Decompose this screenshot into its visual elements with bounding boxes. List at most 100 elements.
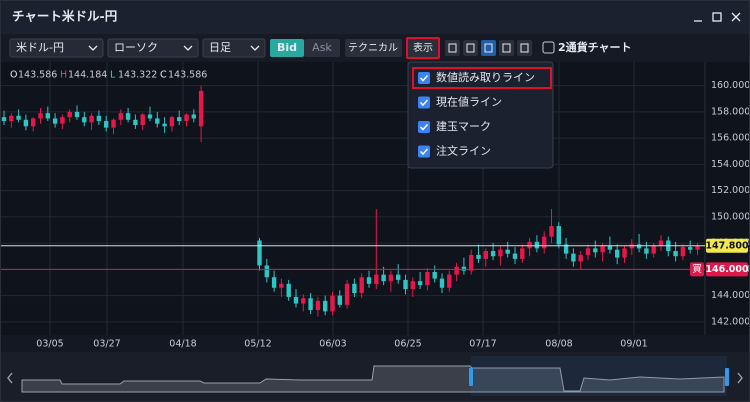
candle-body xyxy=(177,117,182,122)
position-price-tag xyxy=(706,262,748,277)
menu-checkbox[interactable] xyxy=(418,145,430,158)
menu-highlight xyxy=(412,67,552,89)
dropdown[interactable] xyxy=(202,38,266,58)
chevron xyxy=(250,45,260,51)
menu-checkbox[interactable] xyxy=(418,72,430,84)
candle-body xyxy=(96,115,102,122)
bid-button[interactable] xyxy=(270,39,304,57)
candle-body xyxy=(512,253,518,259)
current-price-tag xyxy=(706,238,748,253)
candle-body xyxy=(629,244,634,249)
candle-body xyxy=(155,118,160,124)
candle-body xyxy=(9,115,14,122)
candle-body xyxy=(118,113,123,120)
candle-body xyxy=(695,245,700,250)
tool-icon[interactable] xyxy=(517,40,532,56)
chevron xyxy=(88,45,98,51)
display-button[interactable] xyxy=(406,37,440,59)
date-label: 06/25 xyxy=(394,339,421,350)
candle-body xyxy=(388,274,394,282)
position-side: 買 xyxy=(692,264,702,275)
candle-body xyxy=(31,118,36,127)
candle-body xyxy=(542,236,547,249)
technical-button[interactable] xyxy=(345,39,402,57)
title-bar xyxy=(0,0,750,34)
candle-body xyxy=(286,283,291,297)
candle-body xyxy=(67,111,72,118)
candle-body xyxy=(636,244,642,249)
candle-body xyxy=(52,118,58,124)
window-title: チャート xyxy=(12,9,62,24)
date-label: 09/01 xyxy=(620,339,647,350)
candle-body xyxy=(600,245,605,253)
candle-body xyxy=(271,277,277,288)
window-controls[interactable] xyxy=(694,12,741,22)
date-axis xyxy=(0,335,750,352)
candle-body xyxy=(344,283,350,305)
candle-body xyxy=(476,254,481,259)
ohlc-value: 143.586 xyxy=(18,70,57,81)
candle-body xyxy=(293,296,299,304)
y-tick-label: 158.000 xyxy=(711,106,750,117)
tool-icon[interactable] xyxy=(463,40,478,56)
candle-body xyxy=(23,119,29,127)
candle-body xyxy=(366,277,372,284)
plot-area: 142.000144.000146.000148.000150.000152.0… xyxy=(0,62,750,335)
candle-body xyxy=(425,272,430,286)
candle-body xyxy=(147,114,153,119)
toolbar-items: 米ドル-円 ローソク 日足 Bid Ask テクニカル 表示 2通貨チャート xyxy=(9,37,632,59)
display-label: 表示 xyxy=(413,41,433,54)
candle-body xyxy=(556,226,561,245)
date-label: 06/03 xyxy=(319,339,346,350)
tool-icon[interactable] xyxy=(481,40,496,56)
candle-body xyxy=(359,277,364,293)
tool-icon[interactable] xyxy=(445,40,460,56)
date-labels: 03/05 03/27 04/18 05/12 06/03 06/25 07/17 08/08… xyxy=(36,339,647,350)
dropdown-label: 日足 xyxy=(209,41,231,54)
candle-body xyxy=(133,119,138,125)
ohlc-key: L xyxy=(110,70,116,81)
y-tick-label: 142.000 xyxy=(711,316,750,327)
candle-body xyxy=(549,226,554,237)
menu-item-label[interactable]: 数値読み取りライン xyxy=(436,70,535,84)
date-label: 03/05 xyxy=(36,339,63,350)
tool-glyph xyxy=(448,43,457,53)
ask-label: Ask xyxy=(312,41,332,54)
candle-body xyxy=(60,117,65,124)
navigator-left-arrow[interactable] xyxy=(7,372,13,384)
navigator-window[interactable] xyxy=(471,356,727,396)
candle-body xyxy=(651,245,656,254)
ohlc-key: H xyxy=(60,70,67,81)
dual-chart-checkbox[interactable] xyxy=(542,41,555,54)
tool-icon[interactable] xyxy=(499,40,514,56)
candle-body xyxy=(483,251,488,259)
tool-glyph xyxy=(484,43,493,53)
candle-body xyxy=(417,281,423,286)
ask-button[interactable] xyxy=(304,39,340,57)
candle-body xyxy=(461,266,467,271)
date-label: 07/17 xyxy=(469,339,496,350)
candle-body xyxy=(593,248,598,253)
dropdown[interactable] xyxy=(9,38,104,58)
y-tick-label: 156.000 xyxy=(711,133,750,144)
candle-body xyxy=(89,115,94,123)
date-label: 04/18 xyxy=(169,339,196,350)
menu-item-label[interactable]: 注文ライン xyxy=(436,144,491,158)
candle-body xyxy=(337,295,342,305)
candle-body xyxy=(410,281,415,290)
candle-body xyxy=(104,121,109,128)
candle-body xyxy=(323,300,328,312)
menu-checkbox[interactable] xyxy=(418,96,430,109)
menu-item-label[interactable]: 建玉マーク xyxy=(436,119,491,133)
candle-body xyxy=(184,114,189,122)
navigator-handle-left[interactable] xyxy=(469,368,473,386)
candle-body xyxy=(432,272,437,279)
navigator-handle-right[interactable] xyxy=(725,368,729,386)
candle-body xyxy=(439,278,445,288)
menu-checkbox[interactable] xyxy=(418,121,430,133)
menu-item-label[interactable]: 現在値ライン xyxy=(436,96,502,109)
navigator-right-arrow[interactable] xyxy=(737,372,743,384)
candle-body xyxy=(644,248,649,254)
candle-body xyxy=(615,249,620,258)
dropdown[interactable] xyxy=(107,38,199,58)
